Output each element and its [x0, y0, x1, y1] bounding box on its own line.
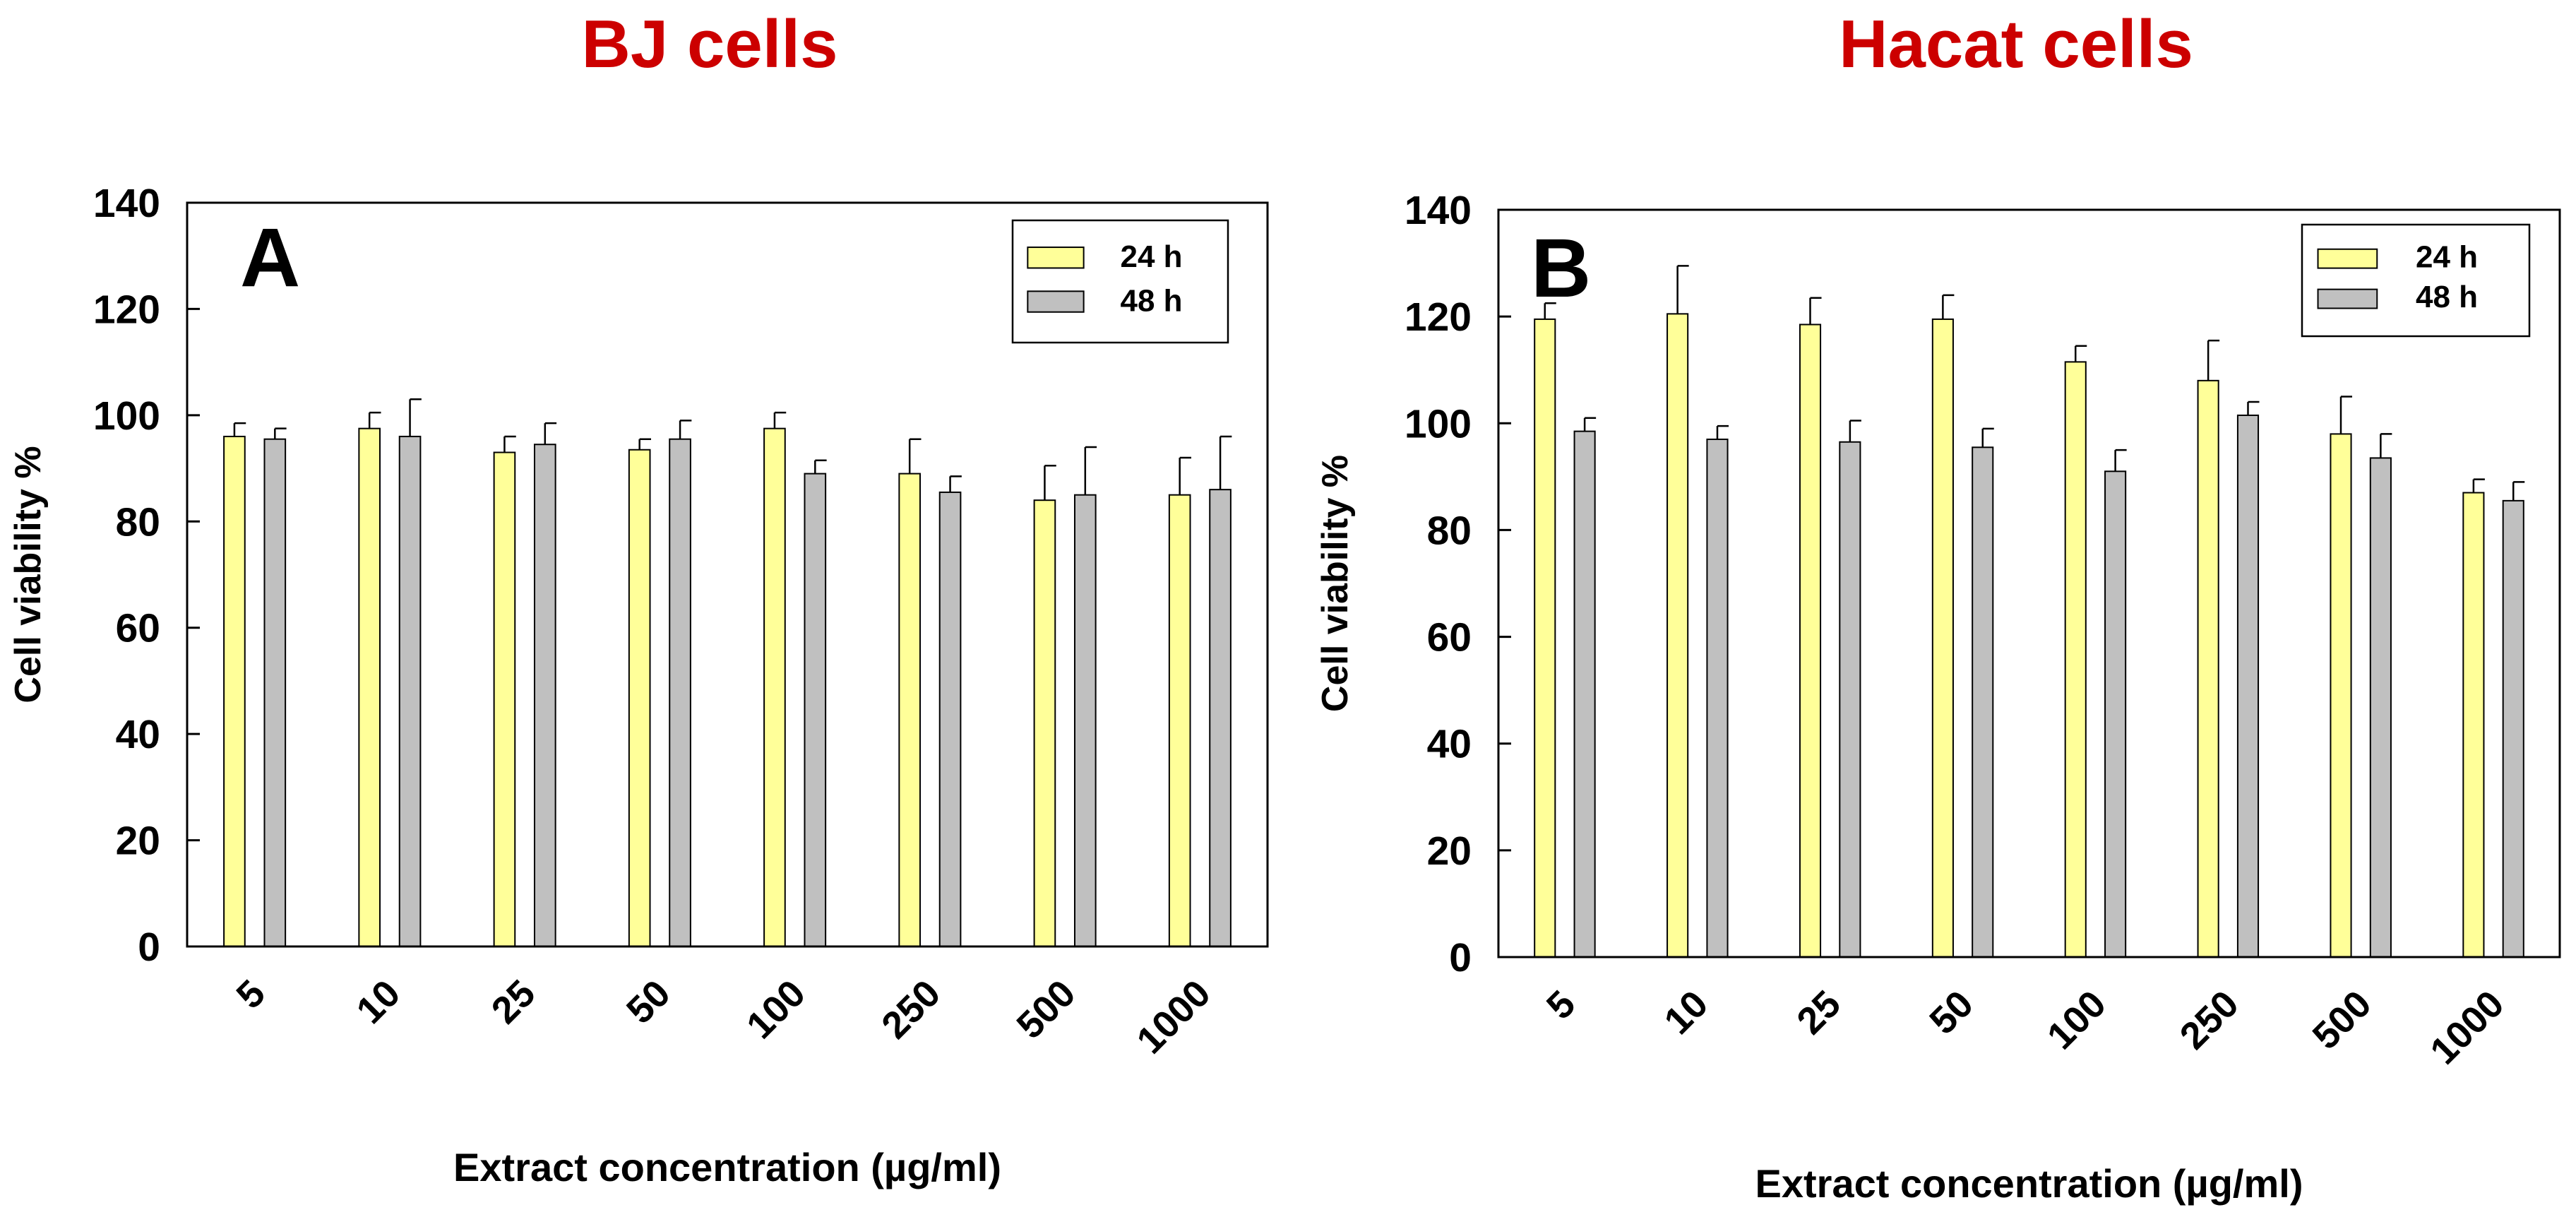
y-tick-label: 80 [1427, 508, 1472, 553]
bar-24h-500 [2330, 433, 2352, 958]
bar-24h-50 [628, 449, 651, 947]
legend-box [2301, 223, 2531, 338]
bar-48h-10 [398, 435, 422, 947]
legend-swatch [1027, 290, 1085, 313]
bar-48h-50 [1972, 446, 1994, 958]
legend: 24 h 48 h [2301, 223, 2531, 338]
bar-48h-500 [2369, 457, 2392, 958]
y-tick-label: 60 [116, 606, 160, 651]
legend-entry: 48 h [2416, 280, 2478, 314]
bar-24h-1000 [1168, 494, 1191, 947]
bar-48h-100 [2104, 470, 2127, 958]
bar-48h-10 [1706, 438, 1729, 958]
y-tick-label: 100 [93, 393, 160, 439]
legend: 24 h 48 h [1011, 219, 1229, 344]
bar-48h-500 [1073, 494, 1097, 947]
x-tick-label: 100 [2039, 982, 2114, 1057]
bar-48h-1000 [2502, 499, 2524, 958]
x-tick-label: 5 [228, 972, 273, 1017]
y-tick-label: 40 [116, 712, 160, 757]
x-tick-label: 50 [1921, 982, 1981, 1043]
bar-24h-100 [763, 427, 786, 947]
y-tick-label: 40 [1427, 722, 1472, 767]
legend-swatch [1027, 247, 1085, 269]
bar-24h-250 [898, 473, 922, 947]
bar-24h-250 [2197, 379, 2219, 958]
bar-24h-25 [1799, 323, 1822, 958]
y-tick-label: 20 [1427, 829, 1472, 874]
x-axis-label: Extract concentration (µg/ml) [1755, 1161, 2303, 1206]
x-tick-label: 10 [348, 972, 408, 1032]
bar-48h-5 [263, 438, 287, 947]
x-tick-label: 250 [873, 972, 948, 1047]
y-axis-label: Cell viability % [1315, 455, 1356, 712]
bar-24h-1000 [2462, 492, 2485, 958]
x-tick-label: 100 [739, 972, 813, 1047]
y-axis-label: Cell viability % [8, 446, 49, 703]
y-tick-label: 100 [1405, 401, 1472, 446]
bar-48h-25 [1839, 441, 1861, 958]
x-tick-label: 10 [1656, 982, 1716, 1043]
legend-entry: 24 h [2416, 239, 2478, 274]
x-tick-label: 500 [1008, 972, 1083, 1047]
x-tick-label: 25 [484, 972, 544, 1032]
bar-24h-5 [1534, 318, 1556, 958]
panel-label: A [240, 211, 300, 304]
legend-box [1011, 219, 1229, 344]
plot-frame [186, 201, 1269, 948]
bar-48h-250 [938, 491, 962, 947]
bar-48h-25 [533, 444, 556, 947]
bar-24h-100 [2064, 361, 2087, 958]
y-tick-label: 20 [116, 819, 160, 864]
chart-panel-b: Hacat cells 0 20 40 60 80 100 120 140 5 10 25 50 100 2… [1315, 6, 2561, 1206]
bar-24h-5 [223, 435, 246, 947]
x-tick-label: 5 [1539, 982, 1584, 1028]
bar-48h-100 [804, 473, 827, 947]
x-tick-label: 1000 [1128, 972, 1218, 1062]
y-tick-label: 140 [93, 181, 160, 226]
bar-24h-10 [358, 427, 381, 947]
x-tick-label: 250 [2172, 982, 2247, 1057]
y-tick-label: 60 [1427, 615, 1472, 660]
bar-48h-1000 [1209, 489, 1232, 947]
x-tick-label: 1000 [2422, 982, 2512, 1072]
bar-48h-50 [669, 438, 691, 947]
y-tick-label: 0 [138, 925, 160, 970]
x-tick-label: 25 [1789, 982, 1849, 1043]
plot-frame [1497, 208, 2561, 958]
bar-24h-500 [1033, 499, 1056, 947]
legend-entry: 24 h [1121, 239, 1183, 274]
chart-title: BJ cells [582, 6, 838, 82]
bar-48h-250 [2236, 414, 2260, 958]
legend-swatch [2317, 288, 2378, 309]
y-tick-label: 120 [1405, 295, 1472, 340]
bar-24h-50 [1931, 318, 1954, 958]
bar-24h-10 [1666, 313, 1689, 958]
bar-48h-5 [1573, 430, 1596, 958]
x-tick-label: 50 [619, 972, 679, 1032]
y-tick-label: 120 [93, 287, 160, 332]
legend-swatch [2317, 248, 2378, 269]
chart-title: Hacat cells [1839, 6, 2193, 82]
x-tick-label: 500 [2305, 982, 2380, 1057]
bar-24h-25 [493, 451, 516, 947]
y-tick-label: 140 [1405, 188, 1472, 233]
legend-entry: 48 h [1121, 283, 1183, 318]
chart-panel-a: BJ cells 0 20 40 60 80 100 120 140 5 10 25 50 100 250 5… [8, 6, 1269, 1189]
y-tick-label: 80 [116, 499, 160, 545]
y-tick-label: 0 [1449, 935, 1472, 980]
panel-label: B [1531, 222, 1591, 315]
x-axis-label: Extract concentration (µg/ml) [453, 1145, 1001, 1189]
